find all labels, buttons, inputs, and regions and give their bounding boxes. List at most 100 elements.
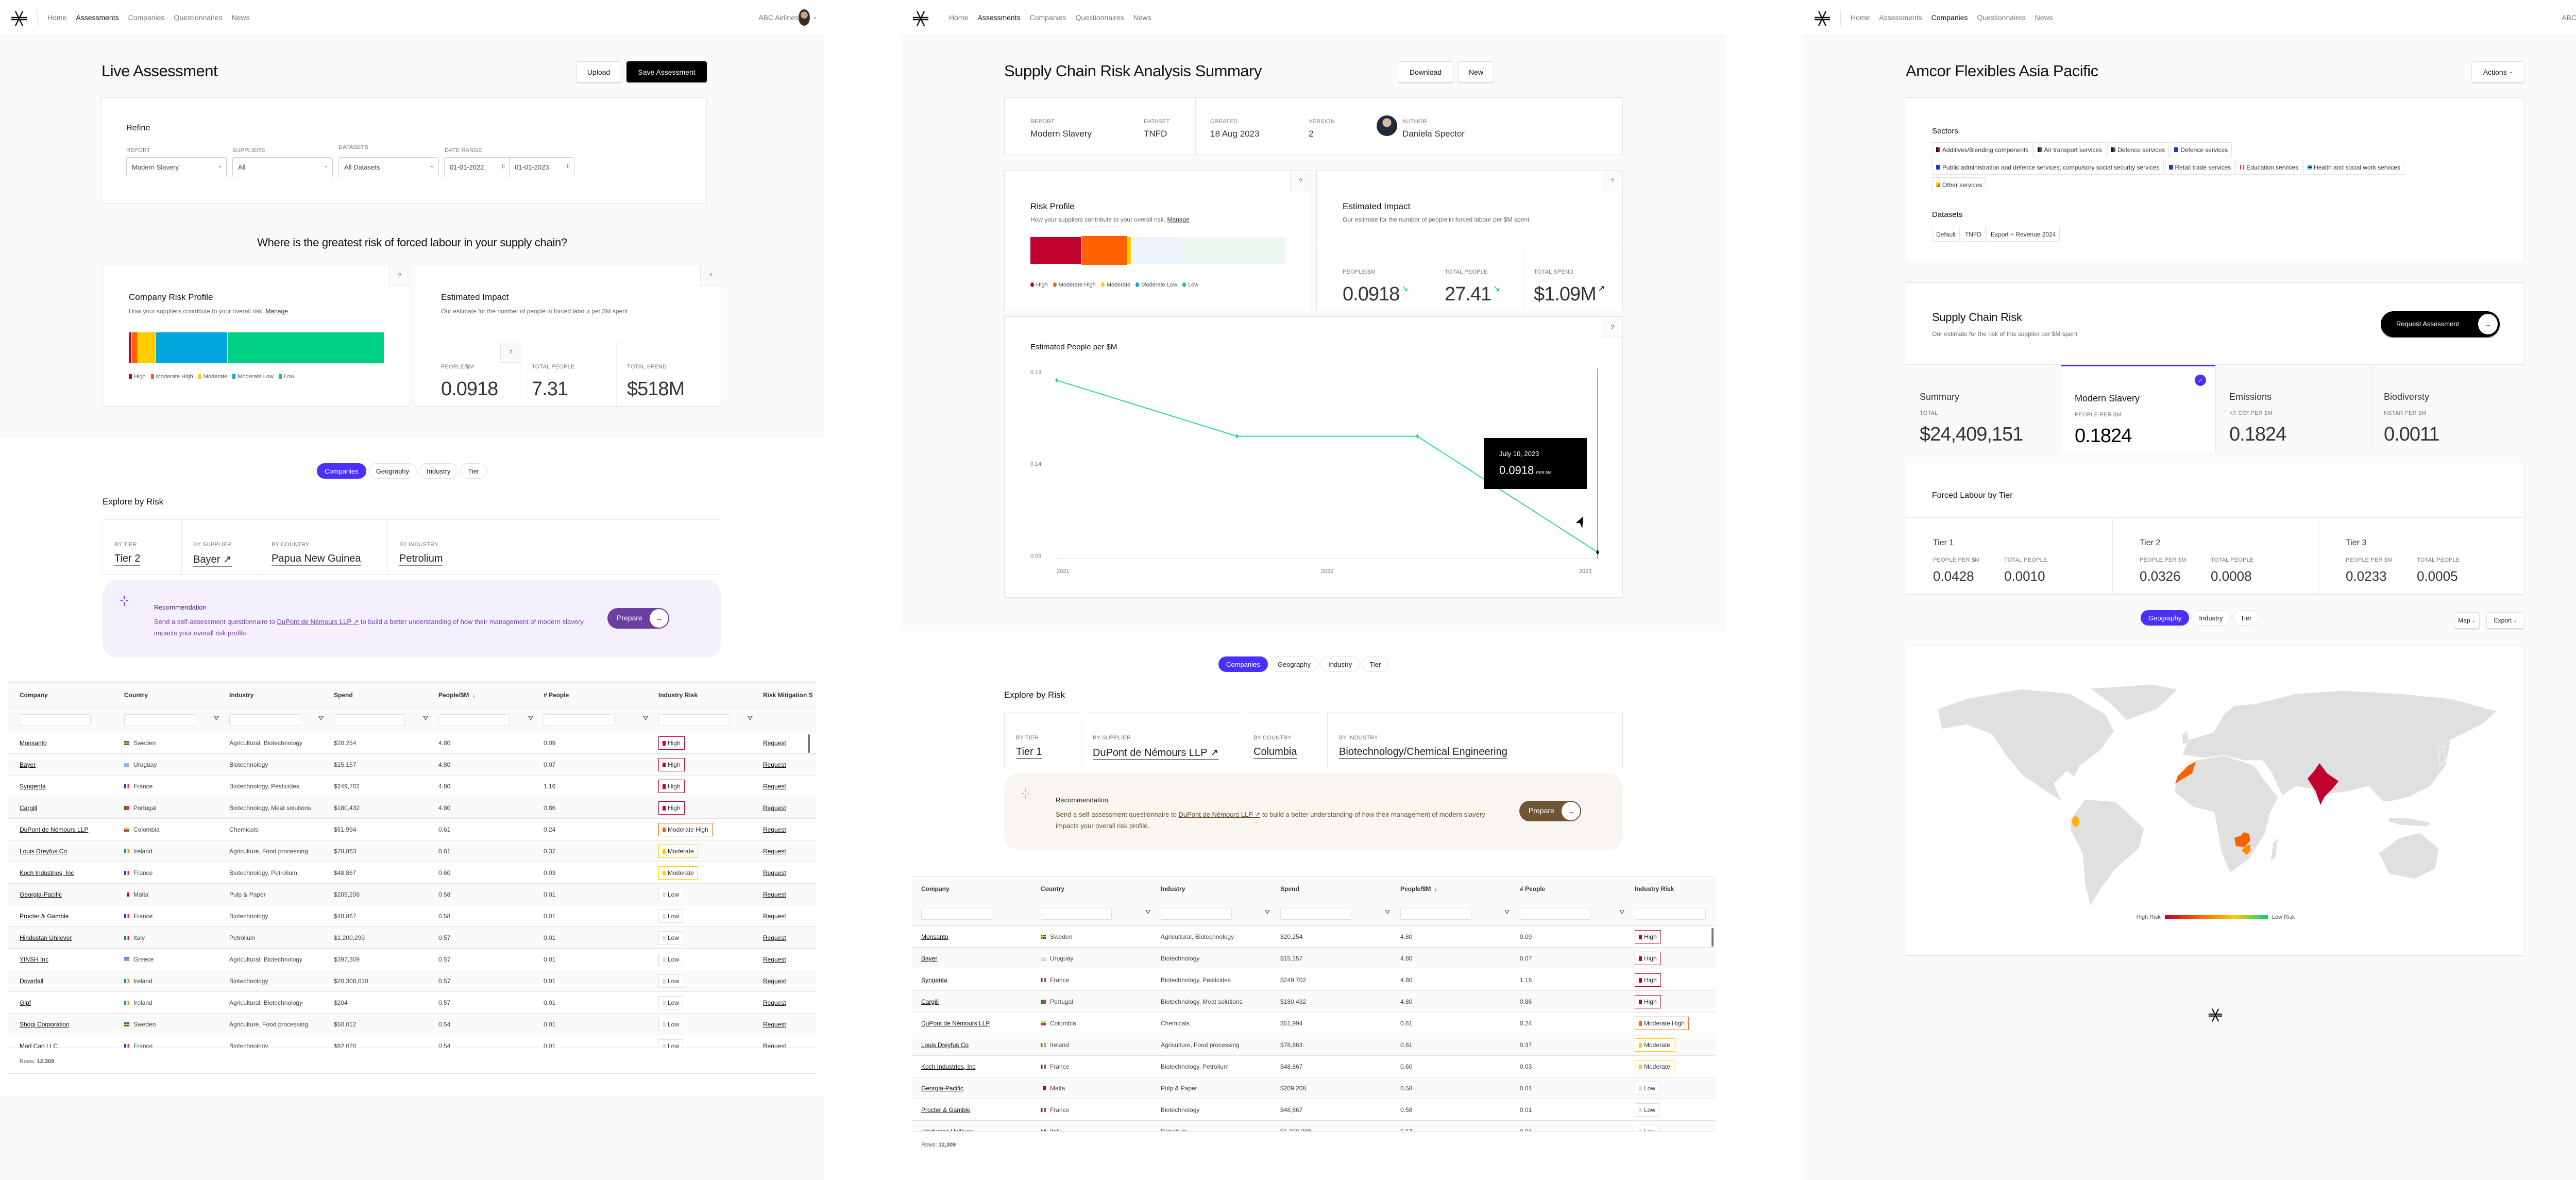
company-link[interactable]: YINSH Inc bbox=[20, 956, 49, 963]
nav-item-home[interactable]: Home bbox=[47, 13, 67, 22]
tab-companies[interactable]: Companies bbox=[317, 463, 366, 479]
sector-chip[interactable]: Public administration and defence servic… bbox=[1932, 160, 2164, 175]
brand-logo-icon[interactable] bbox=[10, 10, 28, 27]
request-link[interactable]: Request bbox=[763, 1021, 786, 1028]
sector-chip[interactable]: Retail trade services bbox=[2164, 160, 2235, 175]
column-header-country[interactable]: Country bbox=[124, 692, 148, 699]
risk-tab-biodiversty[interactable]: Biodiversty nSTAR PER $M 0.0011 bbox=[2370, 365, 2525, 453]
request-link[interactable]: Request bbox=[763, 761, 786, 768]
request-assessment-button[interactable]: Request Assessment → bbox=[2381, 311, 2500, 337]
company-link[interactable]: Louis Dreyfus Co bbox=[20, 848, 67, 855]
column-filter-input[interactable] bbox=[1520, 908, 1591, 920]
risk-tab-emissions[interactable]: Emissions KT CO² PER $M 0.1824 bbox=[2215, 365, 2370, 453]
column-filter-input[interactable] bbox=[124, 714, 195, 726]
chevron-down-icon[interactable]: ⌄ bbox=[812, 14, 817, 20]
request-link[interactable]: Request bbox=[763, 869, 786, 876]
column-header--people[interactable]: # People bbox=[544, 692, 569, 699]
explore-value-link[interactable]: Tier 1 bbox=[1016, 746, 1042, 759]
export-dropdown[interactable]: Export ⌄ bbox=[2486, 612, 2524, 629]
column-filter-input[interactable] bbox=[334, 714, 405, 726]
bar-segment-moderate-low[interactable] bbox=[155, 332, 228, 363]
tab-tier[interactable]: Tier bbox=[1362, 656, 1389, 672]
filter-icon[interactable]: ⛛ bbox=[423, 715, 429, 722]
company-link[interactable]: Syngenta bbox=[20, 783, 46, 790]
nav-item-assessments[interactable]: Assessments bbox=[1879, 13, 1922, 22]
explore-value-link[interactable]: Bayer ↗ bbox=[193, 553, 232, 567]
column-filter-input[interactable] bbox=[658, 714, 730, 726]
tab-tier[interactable]: Tier bbox=[2232, 610, 2260, 626]
request-link[interactable]: Request bbox=[763, 934, 786, 941]
request-link[interactable]: Request bbox=[763, 913, 786, 920]
company-link[interactable]: Louis Dreyfus Co bbox=[921, 1041, 969, 1049]
company-link[interactable]: Georgia-Pacific bbox=[20, 891, 62, 898]
nav-item-home[interactable]: Home bbox=[1851, 13, 1870, 22]
filter-icon[interactable]: ⛛ bbox=[748, 715, 753, 722]
risk-tab-modern-slavery[interactable]: Modern Slavery PEOPLE PER $M 0.1824 ✓ bbox=[2061, 365, 2215, 453]
sector-chip[interactable]: Other services bbox=[1932, 177, 1987, 192]
tab-tier[interactable]: Tier bbox=[460, 463, 487, 479]
sort-descending-icon[interactable]: ↓ bbox=[469, 692, 476, 699]
company-link[interactable]: Syngenta bbox=[921, 976, 947, 984]
column-header-industry-risk[interactable]: Industry Risk bbox=[658, 692, 698, 699]
sector-chip[interactable]: Defence services bbox=[2107, 142, 2170, 157]
column-filter-input[interactable] bbox=[229, 714, 300, 726]
suppliers-select[interactable]: All ⌄ bbox=[232, 157, 333, 177]
column-header-people-m[interactable]: People/$M ↓ bbox=[1400, 885, 1437, 892]
account-name[interactable]: ABC Airlines bbox=[2562, 13, 2576, 22]
date-to-input[interactable]: 01-01-2023 ▯ bbox=[509, 157, 574, 177]
column-filter-input[interactable] bbox=[1635, 908, 1706, 920]
column-header--people[interactable]: # People bbox=[1520, 885, 1545, 892]
account-name[interactable]: ABC Airlines bbox=[758, 13, 799, 22]
bar-segment-low[interactable] bbox=[227, 332, 384, 363]
column-filter-input[interactable] bbox=[921, 908, 992, 920]
nav-item-news[interactable]: News bbox=[231, 13, 250, 22]
help-icon[interactable]: ? bbox=[1290, 171, 1311, 191]
bar-segment-moderate-low[interactable] bbox=[1131, 237, 1183, 264]
supplier-link[interactable]: DuPont de Némours LLP ↗ bbox=[1178, 811, 1261, 818]
nav-item-assessments[interactable]: Assessments bbox=[76, 13, 119, 22]
request-link[interactable]: Request bbox=[763, 783, 786, 790]
prepare-button[interactable]: Prepare → bbox=[607, 608, 669, 629]
nav-item-home[interactable]: Home bbox=[949, 13, 969, 22]
filter-icon[interactable]: ⛛ bbox=[1145, 908, 1151, 916]
brand-logo-icon[interactable] bbox=[912, 10, 929, 27]
manage-link[interactable]: Manage bbox=[1167, 216, 1190, 223]
filter-icon[interactable]: ⛛ bbox=[1385, 908, 1391, 916]
sector-chip[interactable]: Air transport services bbox=[2033, 142, 2107, 157]
explore-value-link[interactable]: Biotechnology/Chemical Engineering bbox=[1339, 746, 1507, 759]
company-link[interactable]: Gipf bbox=[20, 999, 31, 1006]
tab-industry[interactable]: Industry bbox=[419, 463, 459, 479]
save-assessment-button[interactable]: Save Assessment bbox=[626, 61, 707, 82]
column-filter-input[interactable] bbox=[1161, 908, 1232, 920]
nav-item-questionnaires[interactable]: Questionnaires bbox=[1075, 13, 1124, 22]
company-link[interactable]: Downfall bbox=[20, 977, 44, 985]
sector-chip[interactable]: Education services bbox=[2236, 160, 2302, 175]
column-filter-input[interactable] bbox=[20, 714, 91, 726]
company-link[interactable]: Procter & Gamble bbox=[921, 1106, 971, 1114]
nav-item-questionnaires[interactable]: Questionnaires bbox=[174, 13, 223, 22]
nav-item-assessments[interactable]: Assessments bbox=[977, 13, 1021, 22]
report-select[interactable]: Modern Slavery ⌄ bbox=[126, 157, 227, 177]
bar-segment-high[interactable] bbox=[129, 332, 132, 363]
explore-value-link[interactable]: Tier 2 bbox=[114, 553, 141, 566]
company-link[interactable]: DuPont de Némours LLP bbox=[921, 1020, 990, 1027]
bar-segment-high[interactable] bbox=[1030, 237, 1082, 264]
help-icon[interactable]: ? bbox=[700, 265, 721, 286]
column-filter-input[interactable] bbox=[544, 714, 615, 726]
company-link[interactable]: Koch Industries, Inc bbox=[20, 869, 74, 876]
table-scrollbar[interactable] bbox=[808, 734, 810, 753]
filter-icon[interactable]: ⛛ bbox=[318, 715, 324, 722]
bar-segment-moderate-high[interactable] bbox=[132, 332, 138, 363]
tab-companies[interactable]: Companies bbox=[1218, 656, 1268, 672]
world-map[interactable] bbox=[1936, 683, 2497, 910]
company-link[interactable]: Shogi Corporation bbox=[20, 1021, 70, 1028]
column-filter-input[interactable] bbox=[1280, 908, 1351, 920]
request-link[interactable]: Request bbox=[763, 848, 786, 855]
date-from-input[interactable]: 01-01-2022 ▯ bbox=[444, 157, 510, 177]
filter-icon[interactable]: ⛛ bbox=[643, 715, 649, 722]
brand-logo-icon[interactable] bbox=[1814, 10, 1831, 27]
bar-segment-low[interactable] bbox=[1183, 237, 1286, 264]
explore-value-link[interactable]: Columbia bbox=[1253, 746, 1297, 759]
datasets-select[interactable]: All Datasets ⌄ bbox=[338, 157, 439, 177]
supplier-link[interactable]: DuPont de Némours LLP ↗ bbox=[277, 618, 359, 626]
